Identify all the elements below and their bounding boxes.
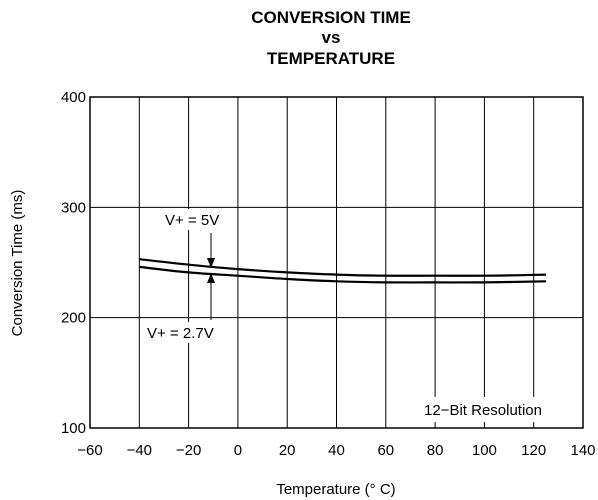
series-line-5v — [139, 258, 547, 277]
tick-labels: −60 −40 −20 0 20 40 60 80 100 120 140 100 200 300 400 — [61, 89, 596, 459]
arrow-27v-head — [207, 273, 215, 283]
label-5v-background — [163, 209, 236, 230]
x-tick-label: 60 — [377, 442, 394, 459]
x-tick-label: −40 — [127, 442, 152, 459]
y-tick-label: 400 — [61, 89, 86, 106]
annotation-resolution-background — [418, 397, 571, 422]
arrow-5v-head — [207, 258, 215, 268]
series-label-5v: V+ = 5V — [165, 212, 219, 229]
label-27v-background — [145, 322, 237, 343]
annotations: 12−Bit Resolution V+ = 5V V+ = 2.7V — [145, 209, 571, 422]
annotation-resolution: 12−Bit Resolution — [424, 402, 542, 419]
x-tick-label: 140 — [570, 442, 595, 459]
chart-title-line-3: TEMPERATURE — [267, 49, 395, 68]
series-label-2-7v: V+ = 2.7V — [147, 325, 214, 342]
chart-title-line-1: CONVERSION TIME — [251, 8, 411, 27]
x-tick-label: 0 — [234, 442, 242, 459]
x-tick-label: 40 — [328, 442, 345, 459]
x-tick-label: 100 — [472, 442, 497, 459]
x-tick-label: −60 — [77, 442, 102, 459]
chart-title-line-2: vs — [322, 28, 341, 47]
x-axis-label: Temperature (° C) — [276, 481, 395, 498]
x-tick-label: −20 — [176, 442, 201, 459]
y-axis-label: Conversion Time (ms) — [9, 190, 26, 337]
y-tick-label: 200 — [61, 310, 86, 327]
grid — [90, 97, 583, 428]
y-tick-label: 100 — [61, 420, 86, 437]
series-line-2-7v — [139, 265, 547, 284]
x-tick-label: 80 — [427, 442, 444, 459]
plot-frame — [89, 96, 584, 429]
series-layer — [139, 258, 547, 284]
x-tick-label: 20 — [279, 442, 296, 459]
y-tick-label: 300 — [61, 199, 86, 216]
x-tick-label: 120 — [521, 442, 546, 459]
